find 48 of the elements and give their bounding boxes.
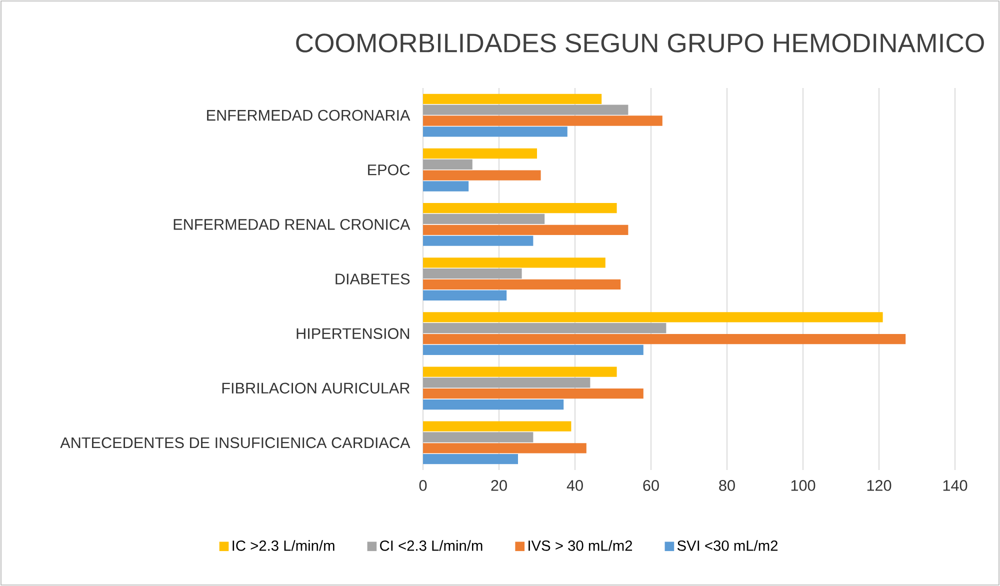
bar: [423, 148, 537, 159]
x-tick-label: 60: [643, 480, 659, 491]
bar: [423, 443, 586, 454]
bar: [423, 236, 534, 246]
bar: [423, 312, 883, 322]
x-tick-label: 140: [943, 480, 968, 491]
y-tick-label: FIBRILACION AURICULAR: [222, 382, 410, 394]
y-tick-label: EPOC: [368, 164, 410, 176]
bar: [423, 323, 666, 334]
bar: [423, 268, 522, 279]
legend-label: IVS > 30 mL/m2: [528, 540, 632, 551]
bar: [423, 279, 621, 290]
bar: [423, 224, 628, 235]
x-tick-label: 100: [791, 480, 816, 491]
chart-title: COOMORBILIDADES SEGUN GRUPO HEMODINAMICO: [296, 34, 984, 52]
x-tick-label: 40: [566, 480, 583, 491]
y-tick-label: DIABETES: [336, 274, 410, 284]
bar: [423, 454, 518, 464]
bar: [423, 334, 906, 344]
legend-label: CI <2.3 L/min/m: [380, 540, 482, 551]
bar: [423, 432, 534, 442]
bar: [423, 421, 572, 432]
bar: [423, 366, 617, 377]
legend-label: IC >2.3 L/min/m: [232, 540, 334, 551]
bar: [423, 181, 469, 192]
bar: [423, 399, 564, 410]
bar: [423, 378, 590, 388]
bar: [423, 388, 644, 399]
bar: [423, 344, 644, 356]
bar: [423, 258, 606, 268]
x-tick-label: 120: [867, 480, 892, 491]
bar: [423, 94, 602, 104]
bar: [423, 202, 617, 214]
y-tick-label: ENFERMEDAD CORONARIA: [207, 110, 410, 121]
y-tick-label: ENFERMEDAD RENAL CRONICA: [174, 219, 410, 230]
bar: [423, 170, 541, 180]
x-tick-label: 80: [719, 480, 735, 491]
bar: [423, 126, 568, 137]
bar: [423, 214, 545, 224]
y-tick-label: ANTECEDENTES DE INSUFICIENICA CARDIACA: [60, 437, 410, 448]
x-tick-label: 0: [419, 480, 427, 491]
legend-label: SVI <30 mL/m2: [677, 540, 778, 551]
bar: [423, 116, 662, 126]
bar: [423, 159, 472, 170]
y-tick-label: HIPERTENSION: [296, 328, 410, 340]
bar: [423, 104, 628, 115]
x-tick-label: 20: [491, 480, 507, 491]
bar: [423, 290, 507, 300]
